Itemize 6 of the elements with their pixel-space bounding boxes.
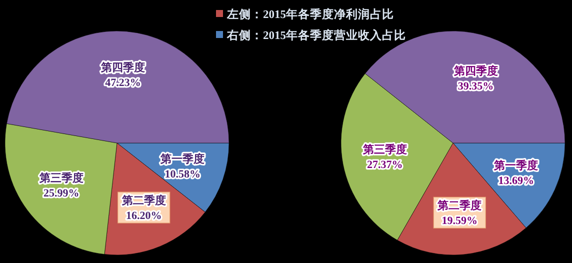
- chart-title: 右侧：2015年各季度营业收入占比: [226, 28, 406, 42]
- data-label: 19.59%: [442, 215, 478, 228]
- data-label: 16.20%: [126, 210, 162, 222]
- slice-label: 第二季度: [436, 199, 482, 212]
- text: 左侧：2015年各季度净利润占比: [226, 7, 394, 21]
- slice-label: 第二季度: [120, 194, 166, 208]
